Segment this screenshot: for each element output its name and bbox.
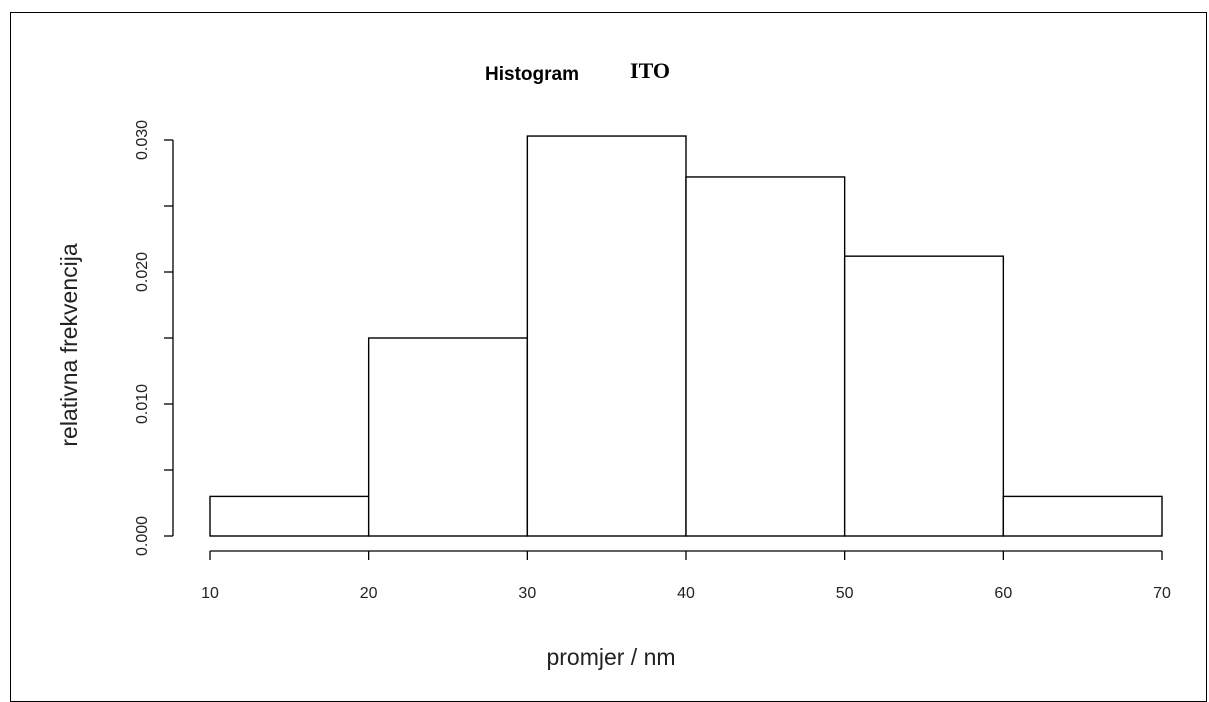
- histogram-bar: [209, 495, 370, 537]
- bars-group: [209, 135, 1163, 537]
- histogram-bar: [685, 176, 846, 537]
- x-tick-label: 70: [1153, 585, 1171, 602]
- chart-title-suffix: ITO: [630, 58, 670, 83]
- x-tick-label: 60: [994, 585, 1012, 602]
- chart-title: Histogram: [485, 64, 579, 85]
- x-axis-title: promjer / nm: [546, 644, 675, 670]
- y-tick-label: 0.010: [134, 384, 151, 424]
- x-axis: 10 20 30 40 50 60 70: [201, 550, 1171, 602]
- x-tick-label: 20: [360, 585, 378, 602]
- histogram-bar: [367, 337, 529, 537]
- histogram-bar: [1002, 495, 1163, 537]
- histogram-bar: [526, 135, 687, 537]
- histogram-chart: Histogram ITO 0.000 0.010 0.020 0.030 10 20 3…: [56, 58, 1171, 670]
- y-tick-label: 0.020: [134, 252, 151, 292]
- x-tick-label: 40: [677, 585, 695, 602]
- histogram-bar: [843, 255, 1005, 537]
- y-axis: 0.000 0.010 0.020 0.030: [134, 120, 174, 556]
- x-tick-label: 30: [518, 585, 536, 602]
- y-axis-title: relativna frekvencija: [56, 243, 82, 446]
- x-tick-label: 10: [201, 585, 219, 602]
- y-tick-label: 0.030: [134, 120, 151, 160]
- x-tick-label: 50: [836, 585, 854, 602]
- y-tick-label: 0.000: [134, 516, 151, 556]
